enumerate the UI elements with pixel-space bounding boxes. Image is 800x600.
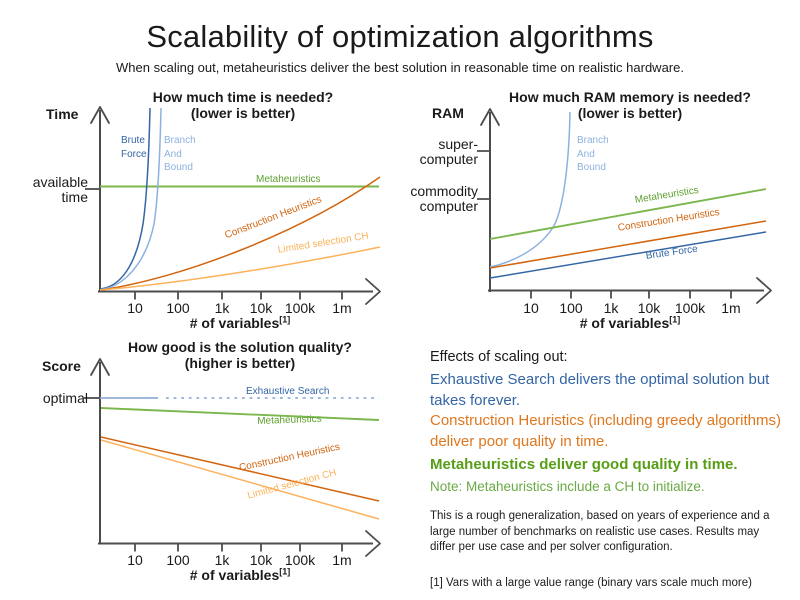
page-title: Scalability of optimization algorithms <box>146 19 654 54</box>
ram-y-axis-arrow <box>480 108 500 126</box>
ram-metaheuristics-curve <box>489 188 767 240</box>
score-x-ticks <box>134 543 343 552</box>
effects-exhaustive-search-text: Exhaustive Search delivers the optimal s… <box>430 371 770 409</box>
effects-note-text: Note: Metaheuristics include a CH to ini… <box>430 479 705 494</box>
time-y-axis-arrow <box>90 106 110 124</box>
time-xtick-100k: 100k <box>284 300 316 316</box>
ram-x-ticks <box>530 290 732 299</box>
score-xtick-1k: 1k <box>214 552 230 568</box>
time-limited-selection-ch-curve <box>99 246 381 291</box>
time-chart-title-line1: How much time is needed? <box>152 89 334 105</box>
score-ytick-optimal: optimal <box>42 390 88 406</box>
ram-x-axis-footnote-marker: [1] <box>669 314 681 325</box>
score-chart-title: How good is the solution quality? (highe… <box>107 339 373 371</box>
score-label-exhaustive-search: Exhaustive Search <box>246 386 330 397</box>
ram-ytick-super-computer: super- computer <box>419 136 478 167</box>
time-x-axis-footnote-marker: [1] <box>279 314 291 325</box>
effects-heading: Effects of scaling out: <box>430 349 568 365</box>
effects-construction-heuristics-text: Construction Heuristics (including greed… <box>430 412 781 450</box>
ram-xtick-10k: 10k <box>637 300 661 316</box>
time-xtick-1k: 1k <box>214 300 230 316</box>
ram-chart-title-line1: How much RAM memory is needed? <box>509 89 751 105</box>
score-x-axis-label: # of variables[1] <box>189 566 291 583</box>
time-xtick-10k: 10k <box>249 300 273 316</box>
ram-ytick-commodity-computer: commodity computer <box>410 183 478 214</box>
score-label-metaheuristics: Metaheuristics <box>257 413 322 427</box>
time-label-metaheuristics: Metaheuristics <box>256 174 321 185</box>
effects-footnote-text: [1] Vars with a large value range (binar… <box>430 576 752 589</box>
score-chart-title-line2: (higher is better) <box>184 354 296 371</box>
page-subtitle: When scaling out, metaheuristics deliver… <box>116 60 684 75</box>
ram-construction-heuristics-curve <box>489 220 767 269</box>
time-xtick-10: 10 <box>127 300 143 316</box>
ram-label-branch-and-bound: Branch And Bound <box>577 135 609 173</box>
time-ytick-available-time: available time <box>32 174 88 205</box>
ram-x-axis-arrow <box>756 277 772 304</box>
ram-xtick-100k: 100k <box>674 300 706 316</box>
score-xtick-10: 10 <box>127 552 143 568</box>
score-xtick-100k: 100k <box>284 552 316 568</box>
score-x-axis-arrow <box>365 530 381 557</box>
ram-y-axis-label: RAM <box>432 105 464 121</box>
ram-xtick-100: 100 <box>559 300 583 316</box>
time-xtick-100: 100 <box>166 300 190 316</box>
time-x-axis-arrow <box>365 278 381 305</box>
time-xtick-1m: 1m <box>332 300 352 316</box>
score-y-axis-arrow <box>90 358 110 376</box>
time-construction-heuristics-curve <box>99 176 381 291</box>
ram-branch-and-bound-curve <box>489 111 571 268</box>
time-chart-title-line2: (lower is better) <box>190 104 296 121</box>
effects-disclaimer-text: This is a rough generalization, based on… <box>430 510 770 553</box>
score-y-axis-label: Score <box>42 358 81 374</box>
time-branch-and-bound-curve <box>100 107 162 291</box>
time-label-branch-and-bound: Branch And Bound <box>164 135 196 173</box>
time-label-brute-force: Brute Force <box>121 135 147 160</box>
ram-xtick-1m: 1m <box>721 300 741 316</box>
time-x-ticks <box>134 291 343 300</box>
ram-y-ticks <box>477 150 490 200</box>
ram-brute-force-curve <box>489 231 767 279</box>
time-brute-force-curve <box>99 107 151 290</box>
score-chart-title-line1: How good is the solution quality? <box>128 339 352 355</box>
effects-metaheuristics-text: Metaheuristics deliver good quality in t… <box>430 456 738 473</box>
ram-xtick-10: 10 <box>523 300 539 316</box>
ram-x-axis-label: # of variables[1] <box>579 314 681 331</box>
score-limited-selection-ch-curve <box>100 439 380 520</box>
score-xtick-10k: 10k <box>249 552 273 568</box>
time-y-axis-label: Time <box>46 106 79 122</box>
score-xtick-1m: 1m <box>332 552 352 568</box>
time-chart-title: How much time is needed? (lower is bette… <box>110 89 376 121</box>
score-construction-heuristics-curve <box>100 436 380 502</box>
ram-chart-title-line2: (lower is better) <box>577 104 683 121</box>
score-x-axis-footnote-marker: [1] <box>279 566 291 577</box>
score-metaheuristics-curve <box>100 407 380 421</box>
ram-chart-title: How much RAM memory is needed? (lower is… <box>470 89 790 121</box>
time-x-axis-label: # of variables[1] <box>189 314 291 331</box>
ram-xtick-1k: 1k <box>603 300 619 316</box>
score-xtick-100: 100 <box>166 552 190 568</box>
effects-panel: Effects of scaling out: Exhaustive Searc… <box>430 349 792 589</box>
